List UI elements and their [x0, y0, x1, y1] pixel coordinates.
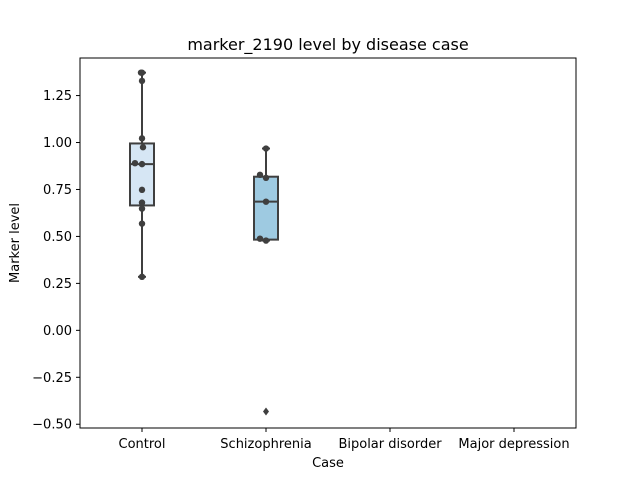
box-body [253, 175, 279, 241]
box-schizophrenia [253, 147, 279, 416]
data-point [138, 273, 146, 281]
data-point [256, 171, 264, 179]
boxes-layer [129, 71, 279, 416]
y-tick-label: 1.25 [43, 89, 72, 104]
data-point [138, 135, 146, 142]
x-tick-label: Control [119, 437, 166, 452]
data-point [262, 145, 270, 152]
y-tick-label: 0.50 [43, 230, 72, 245]
data-point [256, 235, 264, 242]
data-point [262, 198, 270, 205]
y-tick-label: 1.00 [43, 136, 72, 151]
points-layer [131, 69, 270, 281]
data-point [138, 160, 146, 168]
data-point [138, 77, 146, 85]
y-axis: −0.50 −0.25 0.00 0.25 0.50 0.75 1.00 1.25 [32, 89, 80, 433]
data-point [138, 186, 146, 194]
flier-point [263, 407, 269, 416]
data-point [138, 220, 146, 227]
y-tick-label: 0.25 [43, 277, 72, 292]
x-tick-label: Schizophrenia [220, 437, 311, 452]
box-body [129, 142, 155, 207]
data-point [137, 69, 145, 76]
y-tick-label: 0.75 [43, 183, 72, 198]
y-tick-label: −0.50 [32, 418, 72, 433]
data-point [131, 159, 139, 167]
y-tick-label: 0.00 [43, 324, 72, 339]
chart-title: marker_2190 level by disease case [187, 35, 468, 55]
x-axis: Control Schizophrenia Bipolar disorder Majo… [119, 428, 570, 452]
data-point [262, 174, 270, 182]
y-tick-label: −0.25 [32, 371, 72, 386]
data-point [139, 144, 147, 151]
x-axis-label: Case [312, 456, 344, 471]
y-axis-label: Marker level [8, 203, 23, 283]
x-tick-label: Major depression [458, 437, 569, 452]
data-point [138, 205, 146, 212]
plot-area [79, 57, 577, 429]
box-control [129, 71, 155, 278]
data-point [262, 237, 270, 244]
data-point [138, 199, 146, 206]
x-tick-label: Bipolar disorder [338, 437, 442, 452]
